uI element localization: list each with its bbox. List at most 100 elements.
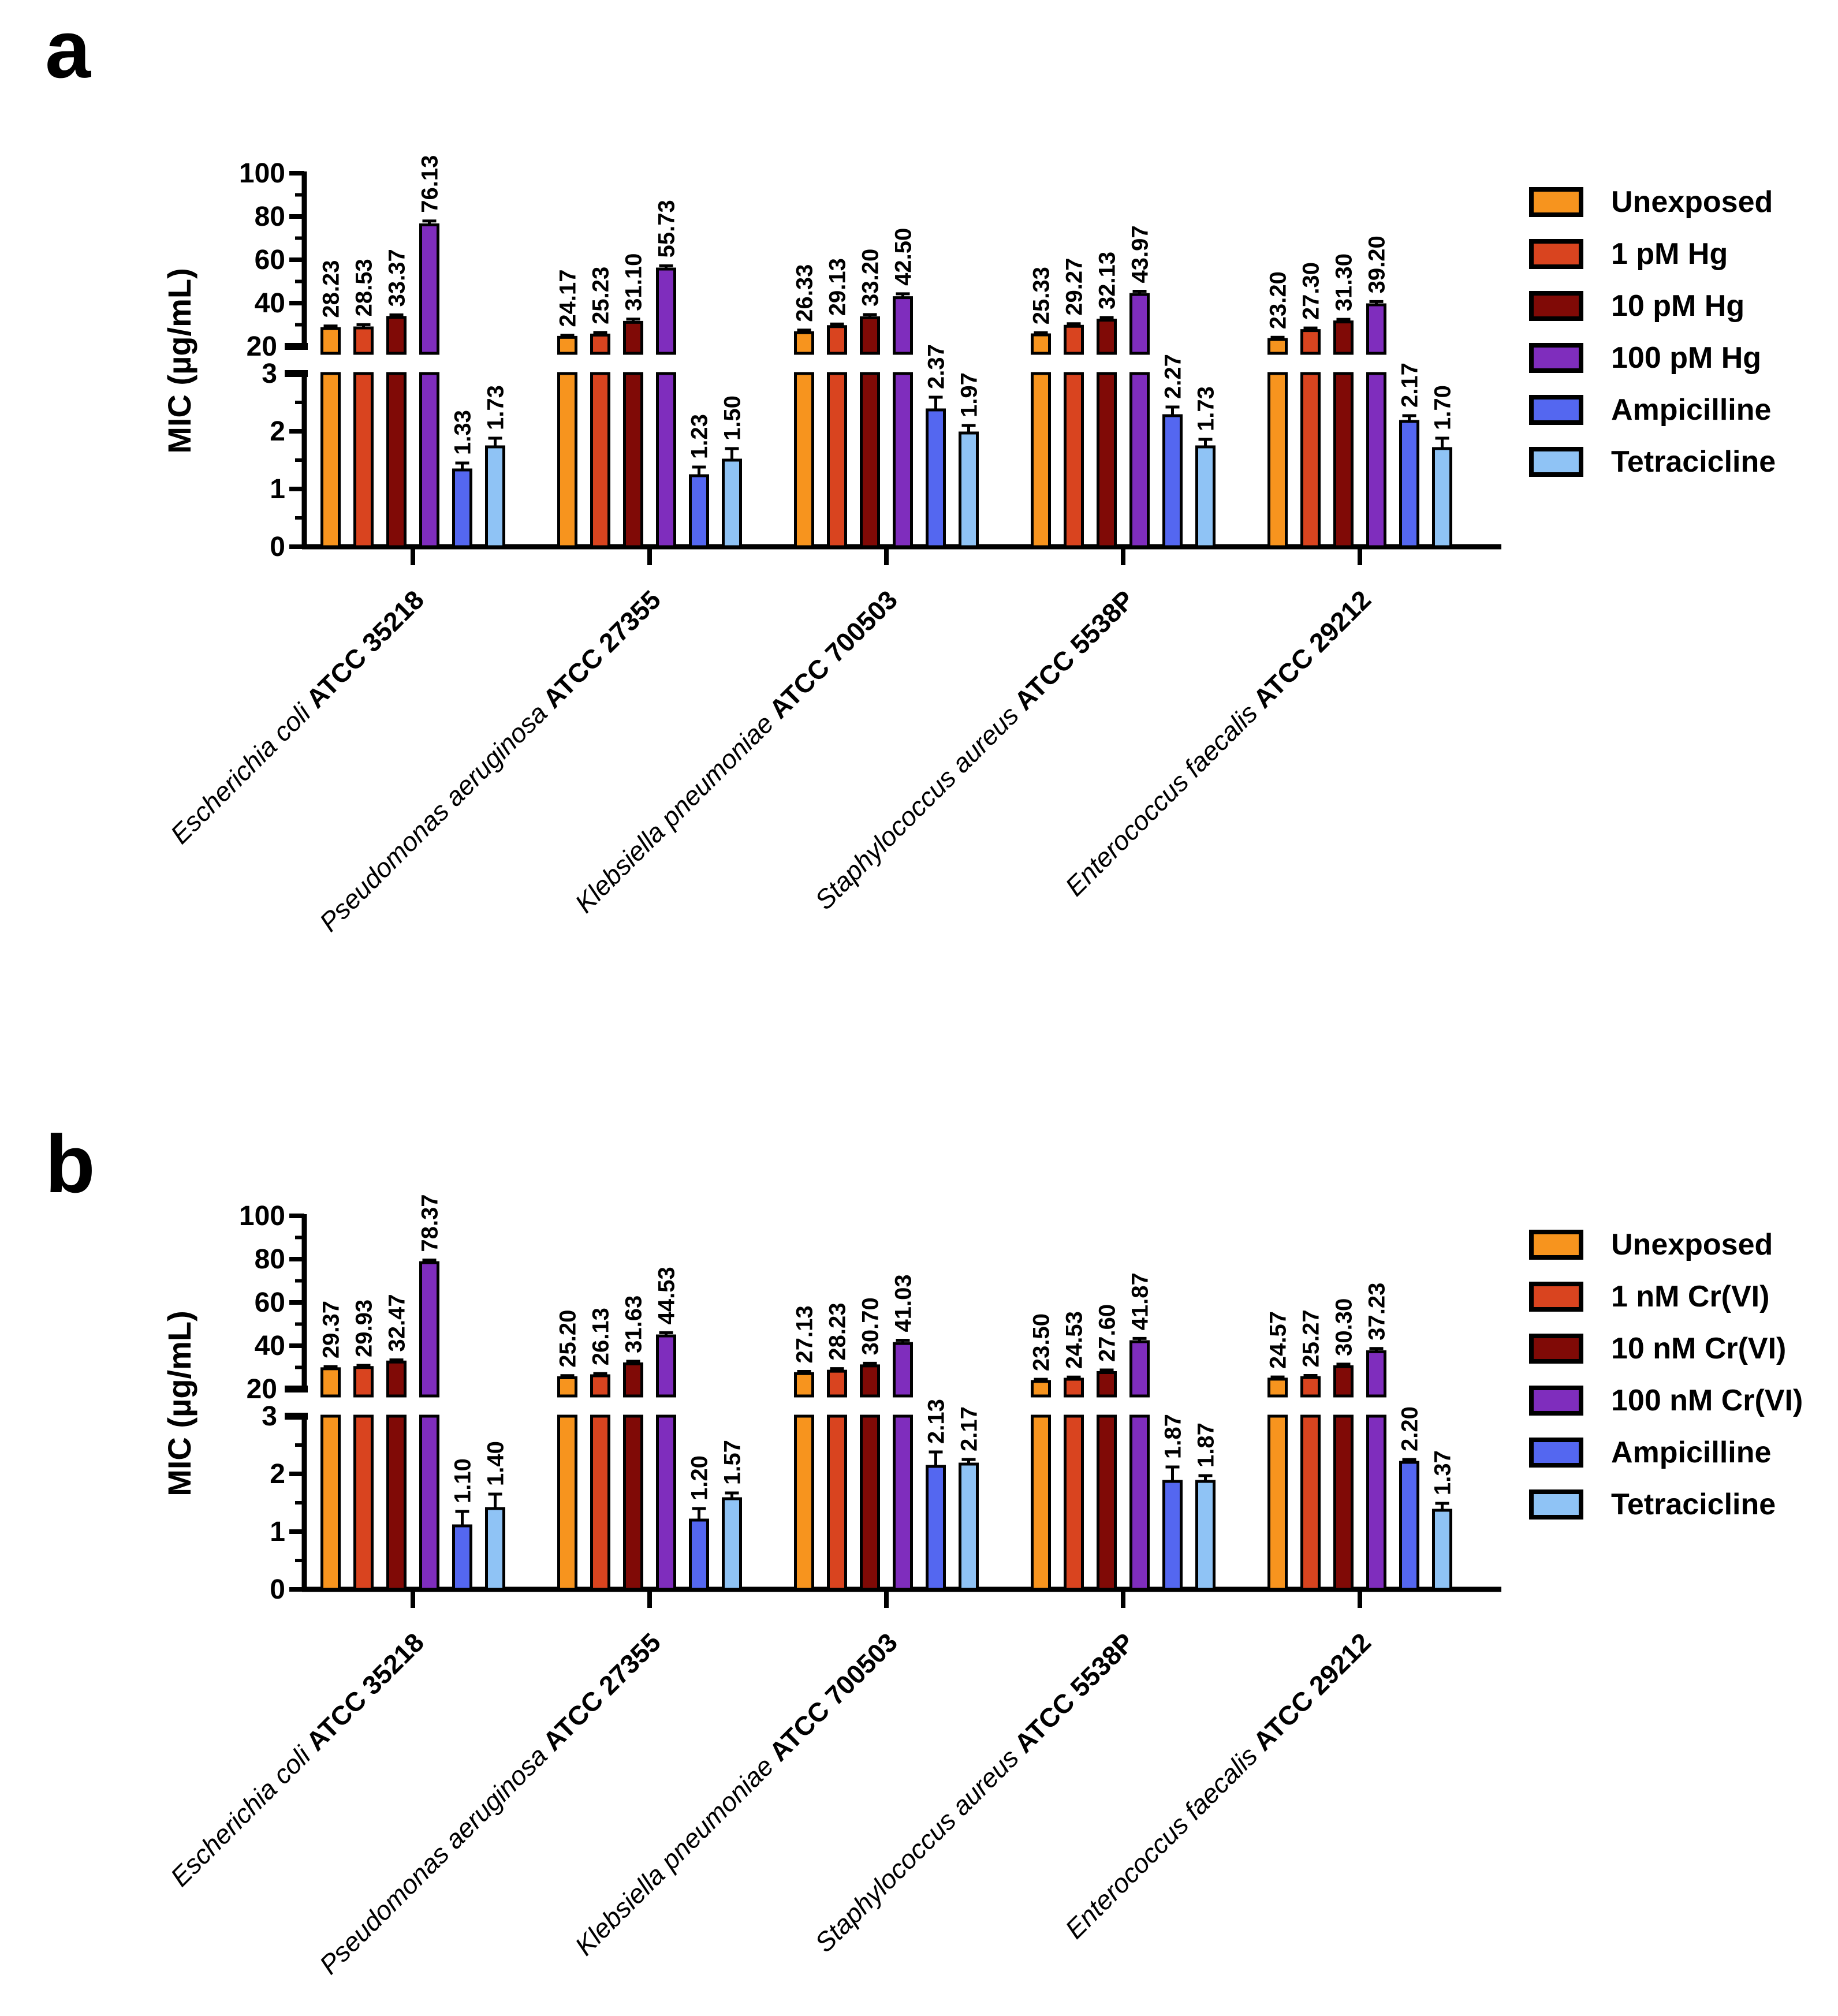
bar-dose-1-lower <box>1064 1414 1084 1591</box>
legend-label: 100 nM Cr(VI) <box>1611 1384 1803 1417</box>
legend-label: 10 nM Cr(VI) <box>1611 1332 1787 1365</box>
bar-dose-100 <box>419 1261 439 1398</box>
legend-swatch-dose-10 <box>1529 291 1583 321</box>
bar-value-label: 26.33 <box>792 264 818 322</box>
species-name: Staphylococcus aureus <box>809 1742 1024 1958</box>
legend-a: Unexposed 1 pM Hg 10 pM Hg 100 pM Hg Ampicil… <box>1529 176 1829 488</box>
legend-swatch-dose-1 <box>1529 239 1583 269</box>
bar-value-label: 25.20 <box>555 1310 581 1368</box>
bar-value-label: 2.37 <box>924 344 949 389</box>
bar-dose-1 <box>353 326 374 355</box>
y-axis-tick-label: 3 <box>262 1401 277 1432</box>
bar-dose-10-lower <box>1097 372 1117 548</box>
bar-value-label: 28.53 <box>352 259 377 316</box>
bar-value-label: 32.47 <box>385 1294 410 1352</box>
bar-value-label: 1.87 <box>1161 1414 1186 1459</box>
bar-dose-10-lower <box>623 1414 643 1591</box>
bar-dose-1-lower <box>353 1414 374 1591</box>
bar-value-label: 29.37 <box>319 1301 344 1358</box>
strain-code: ATCC 35218 <box>300 584 430 714</box>
bar-tetracicline <box>722 1497 742 1591</box>
bar-value-label: 31.30 <box>1332 253 1357 311</box>
legend-label: 10 pM Hg <box>1611 289 1745 323</box>
bar-unexposed-lower <box>1031 372 1051 548</box>
bar-dose-100-lower <box>1366 1414 1386 1591</box>
bar-dose-1-lower <box>1300 372 1321 548</box>
y-axis-tick-label: 20 <box>247 1374 277 1405</box>
bar-dose-1-lower <box>590 1414 610 1591</box>
bar-value-label: 42.50 <box>891 228 916 286</box>
bar-dose-10 <box>860 316 880 355</box>
bar-dose-10 <box>1333 320 1354 355</box>
bar-dose-100 <box>419 223 439 355</box>
legend-swatch-dose-10 <box>1529 1334 1583 1364</box>
species-name: Staphylococcus aureus <box>809 700 1024 915</box>
bar-dose-1-lower <box>827 1414 847 1591</box>
y-axis-tick-label: 0 <box>270 1574 285 1605</box>
bar-dose-100 <box>1366 1350 1386 1398</box>
panel-letter-a: a <box>45 3 91 95</box>
bar-dose-100 <box>1129 1340 1150 1398</box>
bar-dose-10-lower <box>1333 372 1354 548</box>
bar-dose-100-lower <box>1129 1414 1150 1591</box>
legend-label: Tetracicline <box>1611 1488 1776 1521</box>
bar-dose-10 <box>386 1360 407 1398</box>
legend-item-tetracicline: Tetracicline <box>1529 436 1829 488</box>
bar-value-label: 1.73 <box>1194 386 1219 431</box>
legend-swatch-tetracicline <box>1529 447 1583 477</box>
bar-value-label: 23.50 <box>1029 1313 1054 1371</box>
y-axis-tick-label: 20 <box>247 331 277 362</box>
strain-code: ATCC 29212 <box>1247 1627 1377 1756</box>
bar-ampicilline <box>452 1524 472 1591</box>
bar-tetracicline <box>485 1507 505 1591</box>
species-name: Klebsiella pneumoniae <box>569 708 779 919</box>
bar-tetracicline <box>1195 445 1216 548</box>
legend-item-ampicilline: Ampicilline <box>1529 384 1829 436</box>
bar-unexposed-lower <box>320 372 341 548</box>
strain-code: ATCC 27355 <box>537 1627 666 1756</box>
bar-dose-100 <box>893 296 913 355</box>
bar-value-label: 25.27 <box>1299 1309 1324 1367</box>
species-name: Escherichia coli <box>165 697 317 849</box>
bar-value-label: 2.17 <box>1397 363 1423 408</box>
legend-swatch-dose-1 <box>1529 1282 1583 1312</box>
bar-tetracicline <box>959 431 979 548</box>
bar-dose-10-lower <box>623 372 643 548</box>
bar-tetracicline <box>1432 1509 1452 1591</box>
bar-value-label: 27.13 <box>792 1305 818 1363</box>
bar-value-label: 76.13 <box>417 155 443 213</box>
bar-dose-1-lower <box>1064 372 1084 548</box>
bar-value-label: 1.57 <box>720 1440 745 1485</box>
species-name: Pseudomonas aeruginosa <box>314 1741 553 1980</box>
bar-ampicilline <box>452 468 472 548</box>
bar-ampicilline <box>926 408 946 548</box>
bar-ampicilline <box>1399 1461 1419 1591</box>
bar-value-label: 43.97 <box>1128 225 1153 283</box>
bar-value-label: 1.73 <box>483 385 509 430</box>
bar-value-label: 2.27 <box>1161 354 1186 399</box>
bar-value-label: 1.37 <box>1430 1450 1456 1495</box>
bar-unexposed-lower <box>794 1414 814 1591</box>
bar-dose-100-lower <box>419 1414 439 1591</box>
y-axis-tick-label: 1 <box>270 474 285 505</box>
legend-item-dose-1: 1 pM Hg <box>1529 228 1829 280</box>
species-name: Pseudomonas aeruginosa <box>314 698 553 938</box>
y-axis-title: MIC (µg/mL) <box>161 1311 197 1496</box>
bar-value-label: 44.53 <box>654 1267 680 1324</box>
bar-dose-100 <box>656 1334 676 1398</box>
legend-label: 1 pM Hg <box>1611 237 1728 271</box>
chart-a: MIC (µg/mL) 20 40 60 80 100 0 1 2 3 Escherichia co… <box>161 155 1501 938</box>
legend-label: Ampicilline <box>1611 1436 1772 1469</box>
bar-dose-1 <box>1300 1376 1321 1398</box>
bar-tetracicline <box>1195 1480 1216 1591</box>
legend-item-dose-1: 1 nM Cr(VI) <box>1529 1271 1829 1323</box>
bar-ampicilline <box>926 1465 946 1591</box>
legend-swatch-unexposed <box>1529 187 1583 217</box>
bar-value-label: 25.23 <box>588 267 614 324</box>
bar-value-label: 32.13 <box>1095 252 1120 309</box>
bar-ampicilline <box>1162 414 1183 548</box>
bar-unexposed <box>794 1372 814 1398</box>
bar-dose-1-lower <box>1300 1414 1321 1591</box>
y-axis-tick-label: 2 <box>270 1459 285 1489</box>
